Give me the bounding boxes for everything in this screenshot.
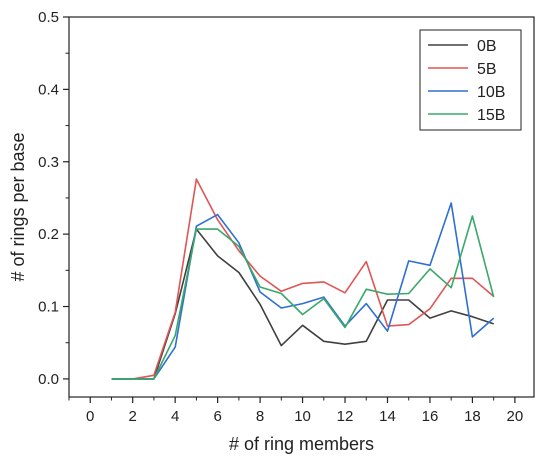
x-tick-label-20: 20 [507, 408, 524, 425]
series-lines [111, 178, 495, 380]
x-tick-label-16: 16 [422, 408, 439, 425]
x-tick-label-14: 14 [379, 408, 396, 425]
x-axis: 0 2 4 6 8 10 12 14 16 18 20 [68, 397, 524, 425]
y-tick-label-4: 0.4 [38, 81, 59, 98]
y-axis-label: # of rings per base [8, 132, 28, 281]
y-tick-label-0: 0.0 [38, 371, 59, 388]
x-tick-label-12: 12 [337, 408, 354, 425]
series-line-10B [111, 202, 495, 380]
plot-frame [68, 16, 535, 398]
y-tick-label-3: 0.3 [38, 154, 59, 171]
y-tick-label-5: 0.5 [38, 9, 59, 26]
legend-label-0B: 0B [477, 38, 497, 55]
x-tick-label-6: 6 [213, 408, 221, 425]
y-tick-label-1: 0.1 [38, 299, 59, 316]
x-tick-label-10: 10 [294, 408, 311, 425]
legend: 0B 5B 10B 15B [419, 29, 522, 131]
legend-label-5B: 5B [477, 61, 497, 78]
x-tick-label-0: 0 [86, 408, 94, 425]
y-tick-label-2: 0.2 [38, 226, 59, 243]
x-tick-label-4: 4 [171, 408, 179, 425]
series-line-15B [111, 215, 495, 380]
x-tick-label-8: 8 [256, 408, 264, 425]
x-tick-label-18: 18 [464, 408, 481, 425]
legend-label-15B: 15B [477, 107, 505, 124]
x-axis-label: # of ring members [229, 434, 374, 454]
x-tick-label-2: 2 [129, 408, 137, 425]
legend-label-10B: 10B [477, 84, 505, 101]
series-line-5B [111, 178, 495, 380]
y-axis: 0.0 0.1 0.2 0.3 0.4 0.5 [38, 9, 69, 388]
